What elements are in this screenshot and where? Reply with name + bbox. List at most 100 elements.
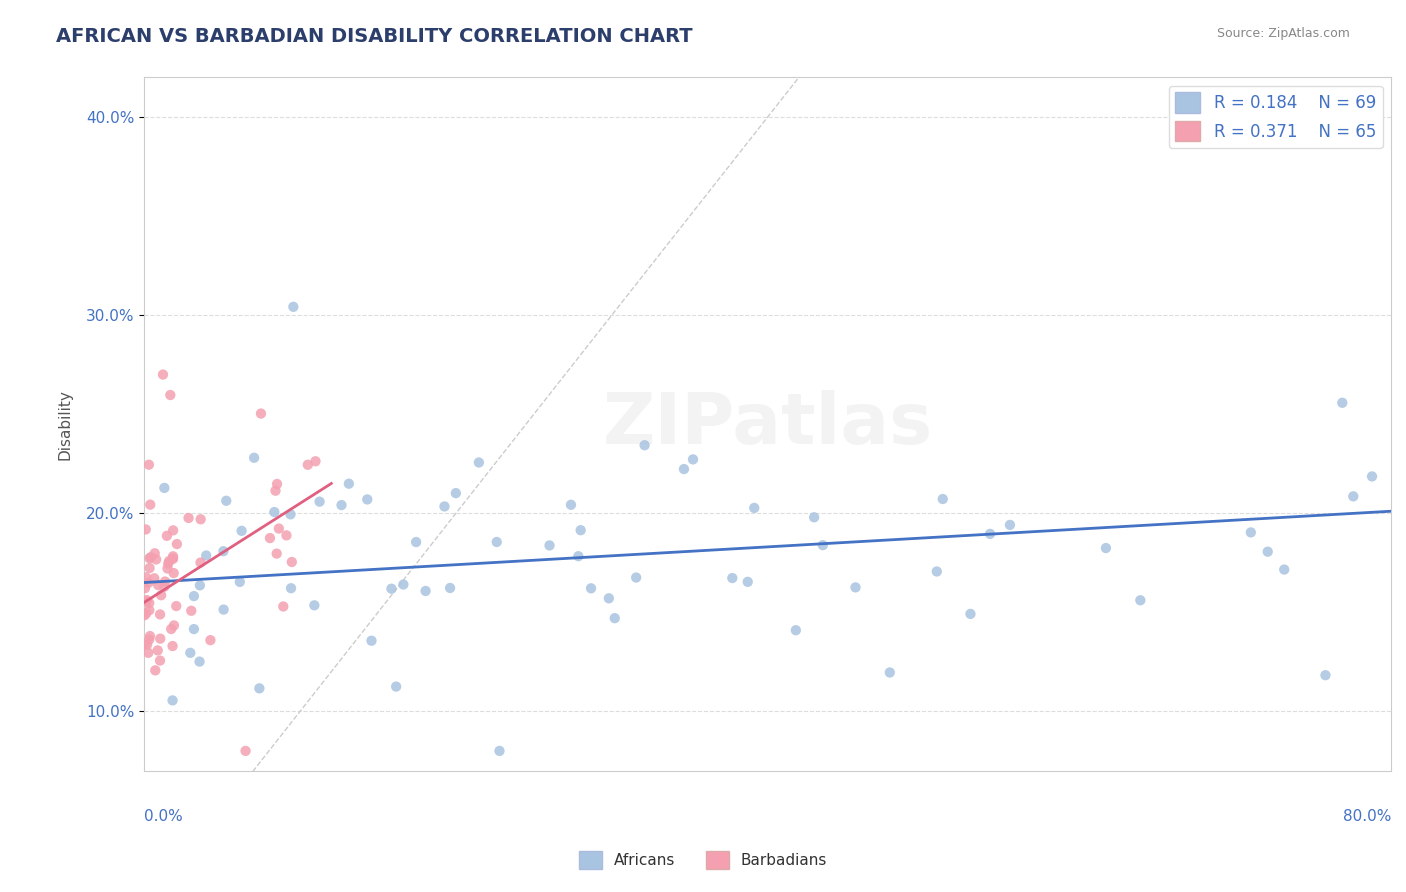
Point (188, 655, 211, 669)
Point (162, 551, 184, 566)
Point (143, 546, 166, 560)
Point (243, 450, 266, 465)
Point (560, 498, 582, 512)
Point (139, 498, 162, 512)
Point (1315, 668, 1337, 682)
Point (135, 594, 157, 608)
Point (153, 574, 176, 589)
Point (145, 552, 167, 566)
Point (149, 632, 172, 646)
Point (134, 608, 156, 623)
Point (263, 505, 285, 519)
Point (879, 665, 901, 680)
Point (603, 611, 626, 625)
Point (721, 571, 744, 585)
Point (157, 557, 180, 571)
Point (264, 483, 287, 498)
Point (337, 476, 360, 491)
Point (624, 570, 647, 584)
Point (360, 633, 382, 648)
Point (165, 599, 187, 613)
Point (190, 512, 212, 526)
Point (811, 538, 834, 552)
Point (276, 528, 298, 542)
Point (925, 565, 948, 579)
Point (195, 549, 218, 563)
Point (136, 646, 159, 660)
Point (162, 524, 184, 538)
Point (143, 664, 166, 678)
Point (308, 494, 330, 508)
Point (579, 582, 602, 596)
Point (188, 578, 211, 592)
Point (439, 581, 461, 595)
Point (143, 571, 166, 585)
Point (672, 462, 695, 476)
Point (183, 622, 205, 636)
Point (156, 529, 179, 543)
Point (250, 407, 273, 421)
Point (569, 523, 592, 537)
Point (737, 574, 759, 589)
Point (235, 744, 257, 758)
Point (998, 517, 1021, 532)
Text: 0.0%: 0.0% (145, 809, 183, 824)
Point (138, 596, 160, 610)
Point (162, 549, 184, 564)
Point (162, 639, 184, 653)
Point (138, 575, 160, 590)
Point (159, 388, 181, 402)
Point (932, 491, 955, 506)
Point (152, 368, 174, 382)
Point (380, 582, 402, 596)
Point (844, 581, 866, 595)
Point (392, 577, 415, 591)
Point (138, 551, 160, 566)
Point (180, 604, 202, 618)
Point (153, 580, 176, 594)
Point (212, 544, 235, 558)
Point (959, 607, 981, 621)
Point (149, 607, 172, 622)
Point (267, 522, 290, 536)
Point (280, 508, 302, 522)
Point (415, 583, 437, 598)
Point (156, 561, 179, 575)
Point (1361, 469, 1384, 483)
Point (166, 537, 188, 551)
Point (271, 599, 294, 614)
Point (183, 589, 205, 603)
Point (682, 452, 704, 467)
Point (1343, 489, 1365, 503)
Point (444, 486, 467, 500)
Point (405, 535, 427, 549)
Point (163, 566, 186, 580)
Point (134, 581, 156, 595)
Point (1331, 396, 1354, 410)
Point (633, 438, 655, 452)
Point (356, 492, 378, 507)
Point (304, 454, 326, 468)
Point (138, 632, 160, 647)
Point (266, 477, 288, 491)
Point (280, 581, 302, 595)
Legend: R = 0.184    N = 69, R = 0.371    N = 65: R = 0.184 N = 69, R = 0.371 N = 65 (1168, 86, 1382, 148)
Point (304, 599, 326, 613)
Point (247, 681, 270, 696)
Point (160, 622, 183, 636)
Point (136, 638, 159, 652)
Point (157, 554, 180, 568)
Point (281, 555, 304, 569)
Point (979, 526, 1001, 541)
Legend: Africans, Barbadians: Africans, Barbadians (572, 845, 834, 875)
Point (1095, 541, 1118, 555)
Point (135, 607, 157, 621)
Y-axis label: Disability: Disability (58, 389, 72, 459)
Point (162, 693, 184, 707)
Point (135, 593, 157, 607)
Point (200, 633, 222, 648)
Point (1240, 525, 1263, 540)
Point (803, 510, 825, 524)
Point (1129, 593, 1152, 607)
Point (1257, 544, 1279, 558)
